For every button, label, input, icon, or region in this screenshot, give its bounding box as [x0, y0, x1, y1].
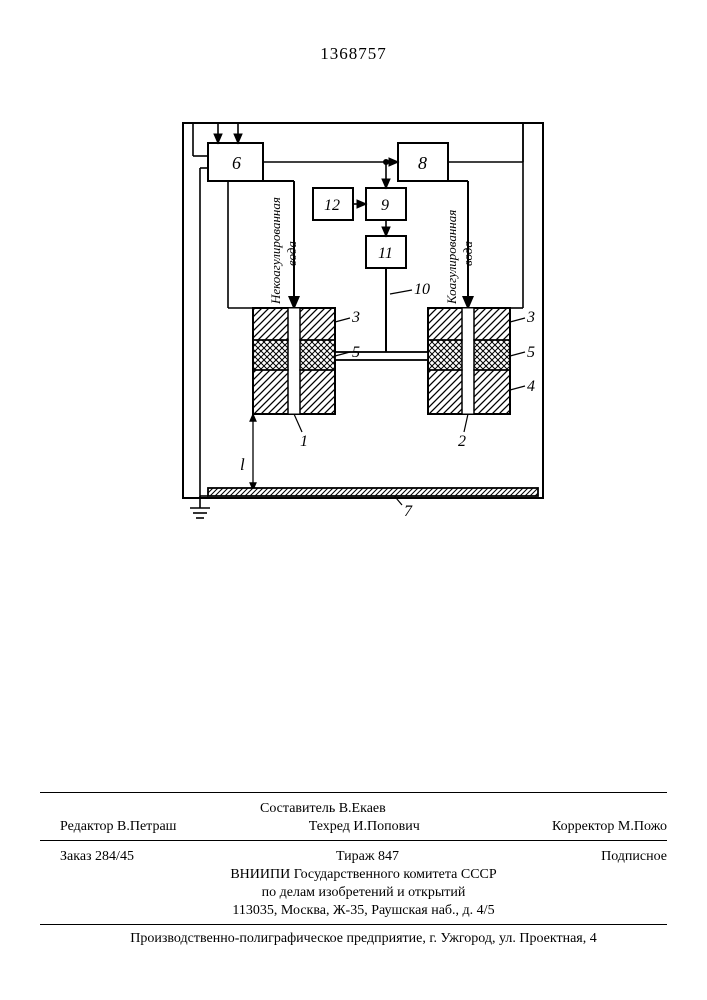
divider-3 — [40, 924, 667, 925]
block-9: 9 — [366, 188, 406, 220]
credits-row-mid-a: Составитель В.Екаев — [60, 800, 667, 819]
svg-text:9: 9 — [381, 197, 389, 214]
svg-text:4: 4 — [527, 378, 535, 395]
credits-row: Редактор В.Петраш Техред И.Попович Корре… — [60, 818, 667, 837]
svg-text:11: 11 — [378, 245, 393, 262]
earth-symbol — [190, 496, 210, 518]
svg-text:l: l — [240, 455, 245, 474]
svg-text:3: 3 — [351, 309, 360, 326]
svg-text:5: 5 — [352, 344, 360, 361]
patent-number: 1368757 — [0, 44, 707, 64]
vessel-1 — [253, 308, 335, 414]
svg-text:3: 3 — [526, 309, 535, 326]
svg-text:Коагулированная: Коагулированная — [444, 210, 459, 305]
svg-text:8: 8 — [418, 153, 427, 173]
divider-2 — [40, 840, 667, 841]
svg-text:Некоагулированная: Некоагулированная — [268, 197, 283, 305]
order-number: Заказ 284/45 — [60, 848, 134, 867]
svg-text:5: 5 — [527, 344, 535, 361]
corrector: Корректор М.Пожо — [552, 818, 667, 837]
tech-editor: Техред И.Попович — [309, 818, 420, 837]
address-line: 113035, Москва, Ж-35, Раушская наб., д. … — [60, 902, 667, 921]
svg-text:2: 2 — [458, 433, 466, 450]
svg-text:12: 12 — [324, 197, 340, 214]
svg-text:вода: вода — [460, 241, 475, 266]
order-row: Заказ 284/45 Тираж 847 Подписное — [60, 848, 667, 867]
svg-text:6: 6 — [232, 153, 241, 173]
block-11: 11 — [366, 236, 406, 268]
subscription: Подписное — [601, 848, 667, 867]
block-12: 12 — [313, 188, 353, 220]
connecting-bar — [335, 352, 428, 360]
print-run: Тираж 847 — [336, 848, 399, 867]
org-line-2: по делам изобретений и открытий — [60, 884, 667, 903]
ground-plate — [208, 488, 538, 496]
divider-1 — [40, 792, 667, 793]
printer-line: Производственно-полиграфическое предприя… — [60, 930, 667, 949]
technical-diagram: 6 8 12 9 11 — [168, 108, 568, 548]
editor: Редактор В.Петраш — [60, 818, 176, 837]
page: 1368757 6 — [0, 0, 707, 1000]
block-6: 6 — [208, 143, 263, 181]
svg-text:1: 1 — [300, 433, 308, 450]
svg-text:10: 10 — [414, 281, 430, 298]
block-8: 8 — [398, 143, 448, 181]
svg-text:7: 7 — [404, 503, 413, 520]
svg-text:вода: вода — [284, 241, 299, 266]
vessel-2 — [428, 308, 510, 414]
org-line-1: ВНИИПИ Государственного комитета СССР — [60, 866, 667, 885]
